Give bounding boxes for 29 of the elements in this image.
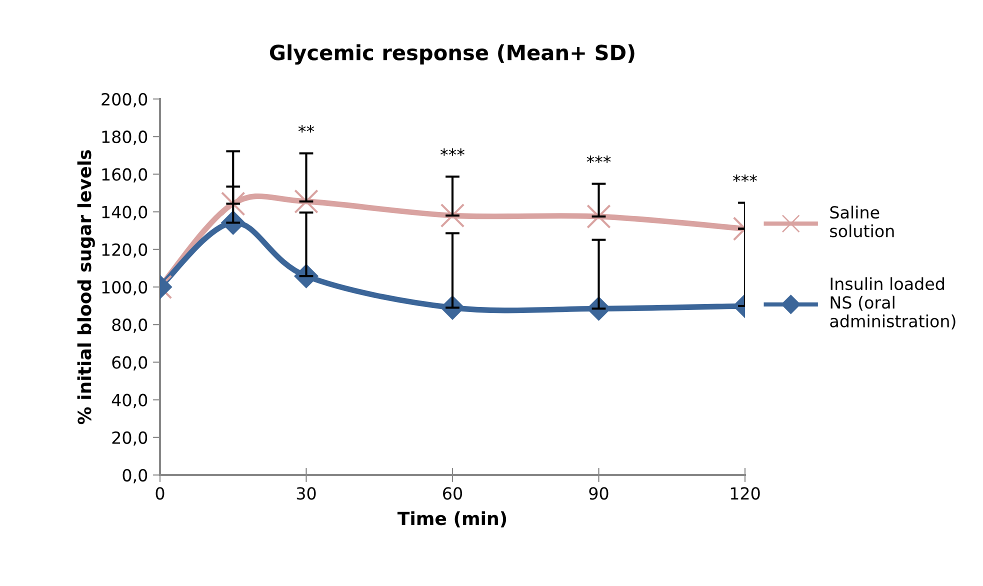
x-tick-label: 30 xyxy=(296,487,316,500)
x-tick-label: 60 xyxy=(443,487,462,500)
annotation: *** xyxy=(732,174,758,182)
point xyxy=(294,189,318,214)
y-tick-label: 60,0 xyxy=(112,356,148,370)
point xyxy=(220,192,246,216)
x-tick-label: 90 xyxy=(589,487,608,500)
y-tick-label: 0,0 xyxy=(122,468,148,484)
point xyxy=(586,204,611,229)
legend-label: Saline solution xyxy=(830,206,894,238)
y-tick-label: 140,0 xyxy=(102,206,148,220)
y-tick-label: 160,0 xyxy=(102,168,148,182)
annotation: *** xyxy=(440,148,465,156)
x-axis-title: Time (min) xyxy=(397,511,506,528)
annotation: ** xyxy=(298,124,314,133)
annotation: *** xyxy=(586,155,611,164)
y-tick-label: 20,0 xyxy=(112,431,148,446)
y-tick-label: 80,0 xyxy=(112,318,148,333)
y-tick-label: 100,0 xyxy=(102,280,148,296)
chart-title: Glycemic response (Mean+ SD) xyxy=(270,44,634,65)
y-tick-label: 200,0 xyxy=(102,92,148,108)
y-tick-label: 120,0 xyxy=(102,243,148,258)
y-tick-label: 180,0 xyxy=(102,130,148,145)
legend-label: Insulin loaded NS (oral administration) xyxy=(830,277,956,330)
point xyxy=(440,203,465,228)
y-axis-title: % initial blood sugar levels xyxy=(77,150,95,424)
x-tick-label: 0 xyxy=(156,487,164,500)
y-tick-label: 40,0 xyxy=(112,394,148,408)
x-tick-label: 120 xyxy=(730,487,760,500)
